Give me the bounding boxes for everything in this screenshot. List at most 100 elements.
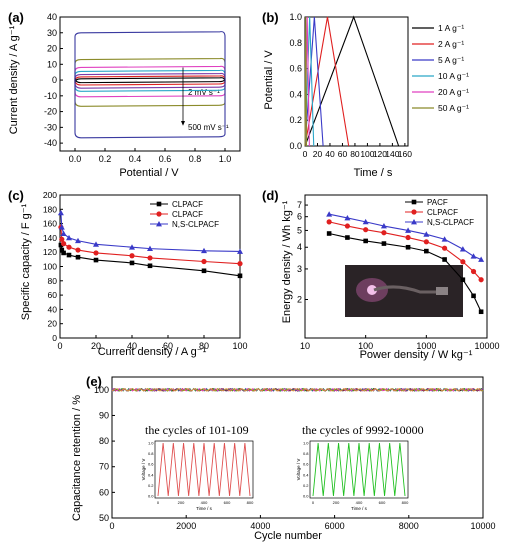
d-point-1-1 [344,223,351,229]
d-point-0-7 [460,277,466,283]
c-ytick-label-5: 100 [43,262,57,272]
e-inset-1-xtick-4: 800 [402,500,409,505]
e-inset-0-xtick-2: 400 [201,500,208,505]
e-xtick-label-3: 6000 [325,521,345,531]
c-point-1-1 [59,236,65,242]
a-cv-curve-4 [74,75,226,86]
c-point-1-6 [129,253,135,259]
d-point-2-8 [470,253,477,259]
c-point-0-1 [59,247,65,253]
b-gcd-curve-5 [304,16,308,147]
c-ytick-label-0: 0 [52,333,57,343]
a-annotation-arrowhead [181,121,185,126]
e-xtick-label-0: 0 [109,521,114,531]
e-ytick-label-0: 50 [99,513,109,523]
b-gcd-curve-0 [304,15,400,147]
e-inset-0-ytick-4: 0.8 [148,451,154,456]
c-ytick-label-1: 20 [48,319,58,329]
e-inset-1-ytick-3: 0.6 [303,462,309,467]
c-ylabel: Specific capacity / F g⁻¹ [20,203,32,320]
e-ytick-label-1: 60 [99,487,109,497]
e-inset-0-ytick-2: 0.4 [148,472,154,477]
a-cv-curve-6 [74,31,226,139]
c-legend-label-2: N,S-CLPACF [172,220,219,229]
e-inset-1-ytick-2: 0.4 [303,472,309,477]
c-ytick-label-3: 60 [48,290,58,300]
e-ytick-label-2: 70 [99,462,109,472]
d-legend-label-0: PACF [427,198,448,207]
c-xtick-label-1: 20 [91,341,101,351]
b-ylabel: Potential / V [263,50,275,110]
d-ytick-label-2: 4 [297,242,302,252]
d-point-2-7 [459,246,466,252]
b-xtick-label-5: 100 [360,149,374,159]
e-inset-0-xtick-4: 800 [247,500,254,505]
a-ylabel: Current density / A g⁻¹ [8,25,20,134]
e-xtick-label-1: 2000 [176,521,196,531]
e-inset-ylabel-1: Voltage / V [296,459,301,481]
panel-label-b: (b) [262,10,279,25]
e-ytick-label-5: 100 [94,385,109,395]
panel-label-c: (c) [8,188,24,203]
c-legend-marker-0 [156,201,162,207]
e-xlabel: Cycle number [254,530,322,542]
b-xtick-label-2: 40 [325,149,335,159]
d-ytick-label-0: 2 [297,294,302,304]
b-legend-label-1: 2 A g⁻¹ [438,39,464,49]
d-point-0-4 [405,244,411,250]
e-inset-1-ytick-4: 0.8 [303,451,309,456]
a-ytick-label-4: 0 [52,75,57,85]
c-point-2-1 [58,224,65,230]
d-xtick-label-0: 10 [300,341,310,351]
e-inset-frame-1 [309,440,409,499]
a-plot-frame [59,16,241,152]
c-ytick-label-10: 200 [43,190,57,200]
d-point-0-6 [442,257,447,262]
b-legend-label-4: 20 A g⁻¹ [438,87,469,97]
c-ytick-label-2: 40 [48,304,58,314]
e-xtick-label-4: 8000 [399,521,419,531]
c-point-1-7 [147,255,153,261]
b-xtick-label-8: 160 [398,149,412,159]
c-point-2-0 [57,209,64,216]
c-xtick-label-2: 40 [127,341,137,351]
d-point-2-9 [478,256,485,262]
c-point-2-6 [129,244,135,250]
b-xtick-label-1: 20 [313,149,323,159]
d-point-1-4 [405,234,411,241]
e-xtick-label-2: 4000 [250,521,270,531]
e-inset-0-ytick-5: 1.0 [148,441,154,446]
d-point-2-3 [380,223,387,229]
b-ytick-label-3: 0.6 [289,64,302,74]
c-ytick-label-4: 80 [48,276,58,286]
d-legend-label-2: N,S-CLPACF [427,218,474,227]
d-point-1-8 [470,268,477,275]
d-xtick-label-1: 100 [358,341,373,351]
a-xtick-label-0: 0.0 [69,154,82,164]
d-point-2-2 [362,218,369,225]
d-point-0-8 [471,293,476,299]
c-ytick-label-7: 140 [43,233,57,243]
e-inset-0-ytick-0: 0.0 [148,494,154,499]
b-xtick-label-7: 140 [385,149,399,159]
d-ylabel: Energy density / Wh kg⁻¹ [281,200,293,323]
a-ytick-label-5: 10 [47,59,57,69]
c-point-1-5 [93,250,99,256]
b-xtick-label-3: 60 [338,149,348,159]
e-inset-1-ytick-5: 1.0 [303,441,309,446]
a-annotation-500mv: 500 mV s⁻¹ [188,123,229,132]
d-point-1-5 [423,239,429,245]
b-ytick-label-4: 0.8 [289,38,302,48]
c-point-1-9 [237,261,243,267]
c-point-0-3 [66,252,72,258]
c-xtick-label-4: 80 [199,341,209,351]
c-point-2-4 [75,237,81,244]
b-ytick-label-2: 0.4 [289,89,302,99]
d-xtick-label-3: 10000 [474,341,499,351]
c-point-2-2 [60,230,67,237]
d-series-line-1 [329,221,482,281]
e-retention-trace-4 [111,387,484,392]
e-inset-frame-0 [154,440,254,499]
c-point-2-5 [93,241,99,247]
